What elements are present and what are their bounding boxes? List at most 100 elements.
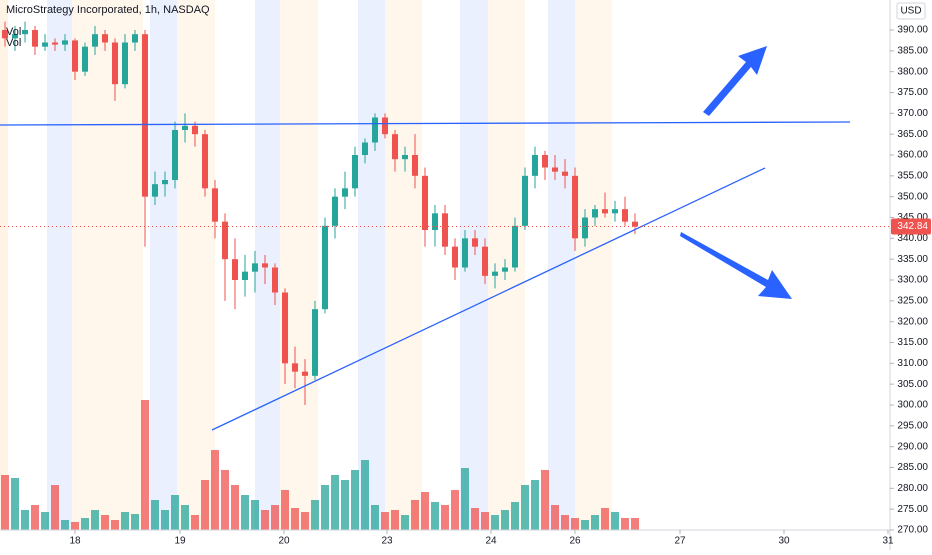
x-tick-label: 18 bbox=[69, 536, 81, 547]
x-tick-label: 27 bbox=[674, 536, 686, 547]
volume-bar bbox=[221, 470, 229, 530]
y-tick-label: 275.00 bbox=[897, 504, 928, 515]
y-tick-label: 280.00 bbox=[897, 483, 928, 494]
volume-bar bbox=[201, 480, 209, 530]
volume-bar bbox=[71, 522, 79, 530]
y-tick-label: 370.00 bbox=[897, 108, 928, 119]
candle-body bbox=[572, 175, 578, 239]
band bbox=[47, 0, 72, 530]
volume-bar bbox=[591, 515, 599, 530]
volume-bar bbox=[21, 510, 29, 530]
legend-label: Vol bbox=[6, 26, 21, 38]
volume-bar bbox=[531, 480, 539, 530]
candle-body bbox=[122, 42, 128, 85]
volume-bar bbox=[521, 485, 529, 530]
candle-body bbox=[492, 271, 498, 276]
down-arrow bbox=[680, 232, 792, 299]
volume-bar bbox=[611, 512, 619, 530]
volume-bar bbox=[101, 515, 109, 530]
volume-bar bbox=[421, 492, 429, 530]
volume-bar bbox=[561, 515, 569, 530]
session-bands bbox=[0, 0, 612, 530]
volume-bar bbox=[121, 512, 129, 530]
candle-body bbox=[62, 40, 68, 45]
candle-body bbox=[282, 292, 288, 364]
candle-body bbox=[392, 134, 398, 160]
candle-body bbox=[532, 155, 538, 176]
candle-body bbox=[622, 209, 628, 222]
volume-bar bbox=[601, 508, 609, 530]
volume-bar bbox=[61, 520, 69, 530]
y-tick-label: 295.00 bbox=[897, 420, 928, 431]
candle-layer bbox=[2, 21, 638, 405]
volume-bar bbox=[621, 518, 629, 530]
volume-bar bbox=[411, 500, 419, 530]
volume-bar bbox=[541, 470, 549, 530]
volume-bar bbox=[241, 495, 249, 530]
volume-bar bbox=[381, 512, 389, 530]
volume-bar bbox=[281, 490, 289, 530]
volume-bar bbox=[91, 510, 99, 530]
x-tick-label: 26 bbox=[569, 536, 581, 547]
candle-body bbox=[202, 134, 208, 189]
volume-bar bbox=[11, 478, 19, 530]
volume-bar bbox=[181, 505, 189, 530]
candle-body bbox=[2, 30, 8, 39]
candle-body bbox=[352, 155, 358, 189]
candle-body bbox=[262, 263, 268, 268]
candle-body bbox=[22, 30, 28, 35]
candle-body bbox=[452, 246, 458, 268]
candle-body bbox=[442, 213, 448, 247]
candle-body bbox=[512, 225, 518, 268]
band bbox=[385, 0, 422, 530]
time-axis bbox=[0, 530, 932, 550]
candle-body bbox=[422, 175, 428, 230]
candle-body bbox=[242, 271, 248, 280]
y-tick-label: 270.00 bbox=[897, 525, 928, 536]
y-tick-label: 300.00 bbox=[897, 400, 928, 411]
candle-body bbox=[602, 209, 608, 214]
candle-body bbox=[222, 221, 228, 260]
volume-bar bbox=[81, 518, 89, 530]
volume-bar bbox=[341, 480, 349, 530]
volume-bar bbox=[551, 505, 559, 530]
currency: USD bbox=[900, 6, 921, 17]
band bbox=[280, 0, 318, 530]
candle-body bbox=[432, 213, 438, 230]
volume-bar bbox=[131, 514, 139, 530]
volume-bar bbox=[211, 450, 219, 530]
trend-line bbox=[211, 167, 766, 431]
candle-body bbox=[52, 42, 58, 45]
y-tick-label: 345.00 bbox=[897, 212, 928, 223]
volume-bar bbox=[171, 495, 179, 530]
candle-body bbox=[232, 259, 238, 280]
candle-body bbox=[142, 34, 148, 197]
candle-body bbox=[502, 267, 508, 272]
y-tick-label: 305.00 bbox=[897, 379, 928, 390]
volume-bar bbox=[151, 500, 159, 530]
volume-bar bbox=[581, 520, 589, 530]
y-tick-label: 380.00 bbox=[897, 66, 928, 77]
legend-title: MicroStrategy Incorporated, 1h, NASDAQ bbox=[6, 4, 210, 16]
candle-body bbox=[542, 155, 548, 168]
band bbox=[358, 0, 385, 530]
volume-bar bbox=[1, 475, 9, 530]
x-tick-label: 23 bbox=[381, 536, 393, 547]
candle-body bbox=[112, 42, 118, 85]
volume-bar bbox=[631, 518, 639, 530]
resistance-line bbox=[0, 121, 851, 126]
volume-layer bbox=[1, 400, 639, 530]
y-tick-label: 315.00 bbox=[897, 337, 928, 348]
y-tick-label: 325.00 bbox=[897, 295, 928, 306]
price-axis bbox=[890, 0, 932, 550]
band bbox=[0, 0, 8, 530]
volume-bar bbox=[461, 468, 469, 530]
band bbox=[177, 0, 215, 530]
band bbox=[150, 0, 177, 530]
volume-bar bbox=[361, 460, 369, 530]
candle-body bbox=[72, 40, 78, 72]
candle-body bbox=[212, 188, 218, 222]
y-tick-label: 355.00 bbox=[897, 170, 928, 181]
volume-bar bbox=[401, 515, 409, 530]
